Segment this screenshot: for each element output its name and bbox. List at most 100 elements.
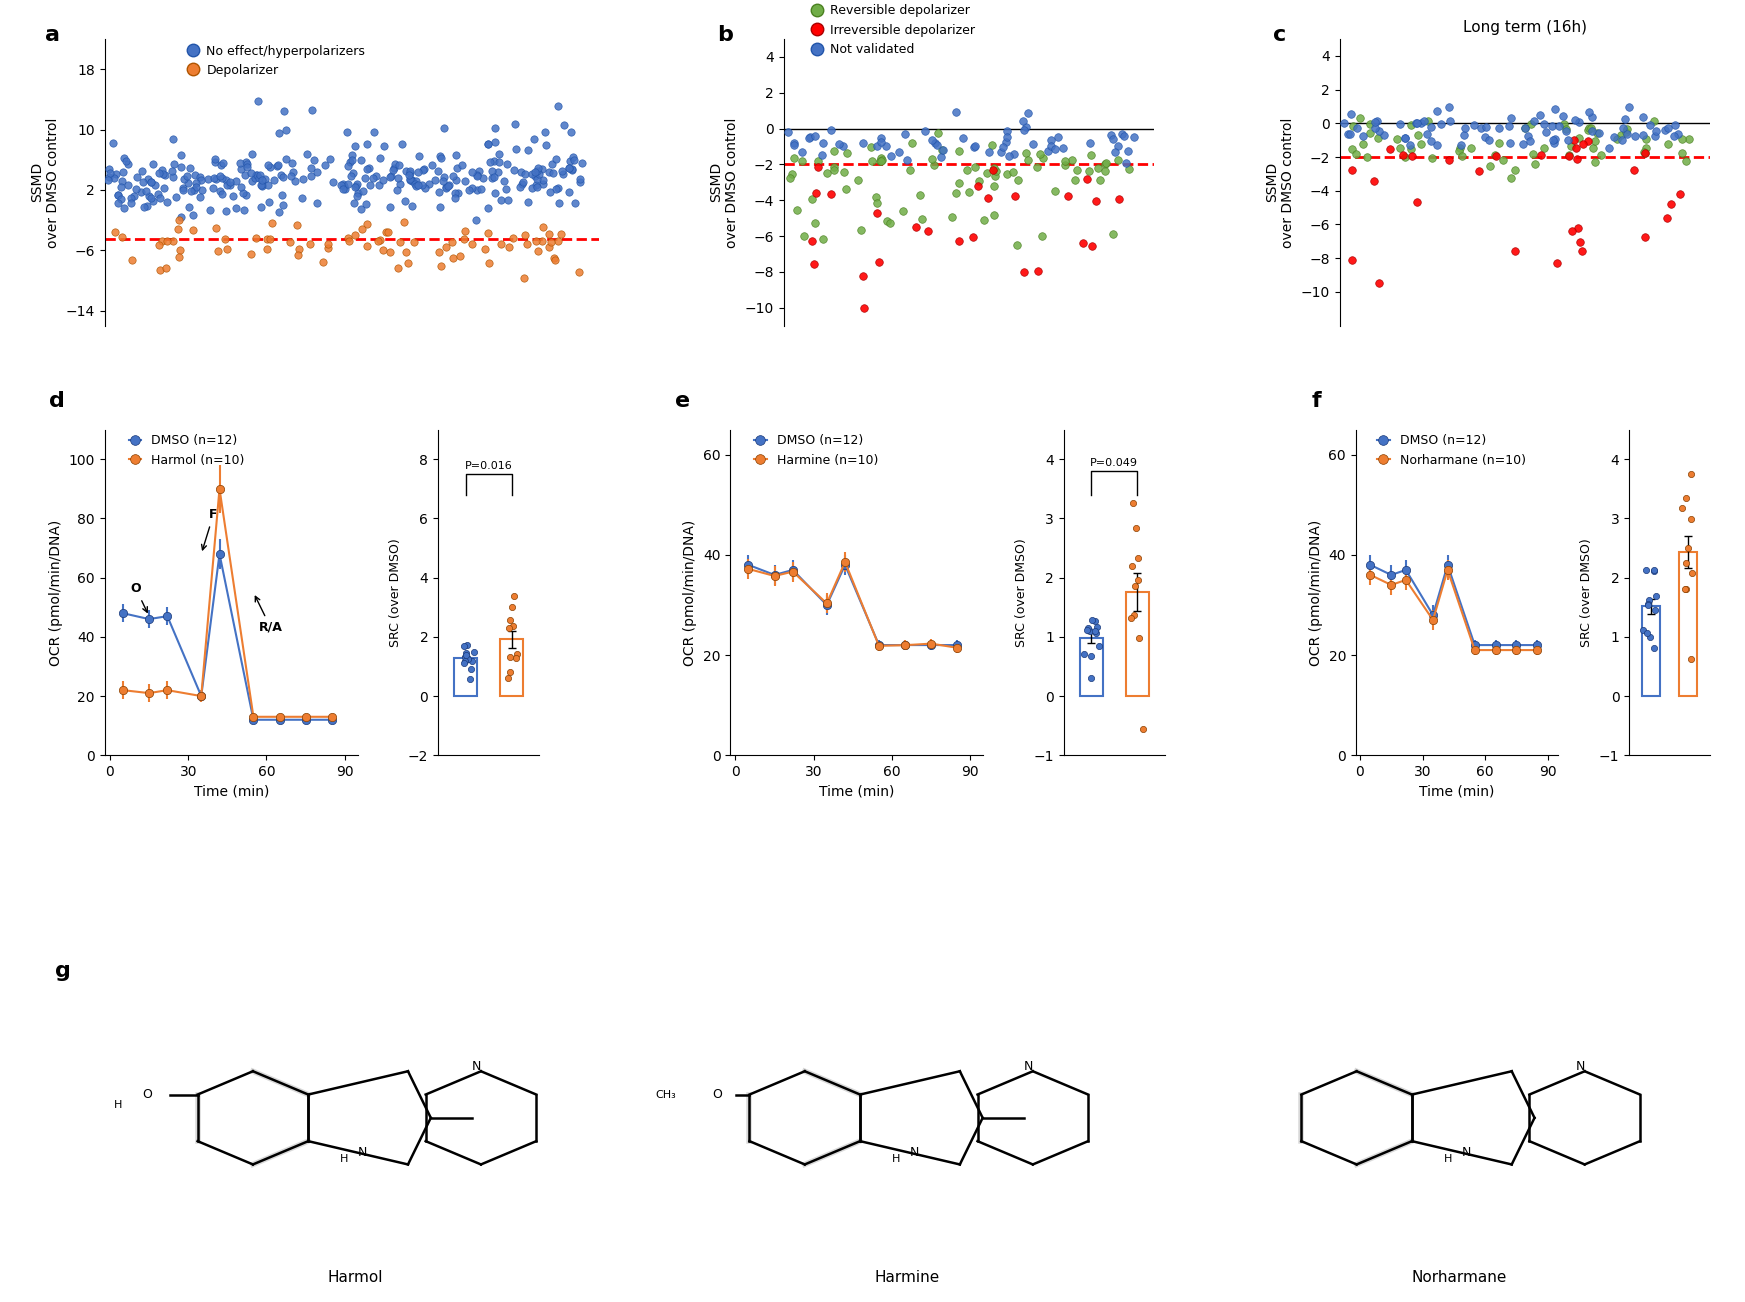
Point [372, 221, 400, 242]
Point [1642, 599, 1670, 620]
Text: O: O [131, 582, 147, 612]
Bar [1126, 592, 1148, 697]
Text: Harmol: Harmol [328, 1269, 384, 1285]
Point [1640, 111, 1668, 132]
Point [518, 177, 546, 198]
Point [433, 176, 461, 197]
Y-axis label: SRC (over DMSO): SRC (over DMSO) [1016, 538, 1028, 647]
Point [181, 177, 209, 198]
Point [1558, 221, 1586, 242]
Point [127, 160, 155, 181]
Point [237, 243, 265, 264]
Point [473, 223, 501, 243]
Text: N: N [1462, 1146, 1471, 1159]
Point [1640, 561, 1668, 582]
Point [993, 121, 1021, 142]
Point [113, 174, 141, 195]
Point [558, 159, 586, 180]
Point [529, 169, 557, 190]
Point [1108, 124, 1136, 145]
X-axis label: Time (min): Time (min) [818, 785, 895, 798]
Point [1525, 104, 1553, 125]
Point [391, 212, 419, 233]
Point [288, 187, 316, 208]
Point [885, 141, 913, 161]
Point [375, 197, 403, 217]
Point [117, 193, 145, 214]
Point [162, 186, 190, 207]
Point [1361, 112, 1389, 133]
Point [803, 182, 831, 203]
Point [965, 171, 993, 191]
Point [134, 168, 162, 189]
Point [1129, 719, 1157, 740]
Point [524, 160, 551, 181]
Point [352, 133, 380, 154]
Point [494, 668, 522, 689]
Point [1105, 189, 1133, 210]
Point [267, 164, 295, 185]
Point [127, 182, 155, 203]
Point [248, 169, 276, 190]
Point [1434, 96, 1462, 117]
Point [780, 147, 808, 168]
Point [370, 135, 398, 156]
Point [424, 182, 452, 203]
Point [159, 128, 187, 148]
Point [337, 151, 365, 172]
Point [1654, 117, 1682, 138]
Point [1672, 578, 1700, 599]
Point [1424, 134, 1452, 155]
Point [138, 172, 166, 193]
Point [977, 134, 1005, 155]
Point [946, 172, 974, 193]
Point [230, 199, 258, 220]
Point [347, 198, 375, 219]
Point [450, 650, 478, 671]
Point [557, 122, 585, 143]
Point [1003, 169, 1031, 190]
Point [145, 234, 173, 255]
Point [1553, 118, 1581, 139]
Point [110, 147, 138, 168]
Point [1677, 509, 1705, 530]
Point [328, 174, 356, 195]
Point [1054, 185, 1082, 206]
Point [1640, 638, 1668, 659]
Point [1363, 111, 1391, 132]
Point [539, 163, 567, 184]
Bar [454, 659, 476, 697]
Point [106, 176, 134, 197]
Point [143, 184, 171, 204]
Point [462, 164, 490, 185]
Point [133, 180, 161, 201]
Point [1659, 125, 1687, 146]
Point [1527, 145, 1555, 165]
Point [1501, 241, 1529, 262]
Point [441, 187, 469, 208]
Legend: Reversible depolarizer, Irreversible depolarizer, Not validated: Reversible depolarizer, Irreversible dep… [808, 0, 981, 61]
Point [243, 228, 270, 249]
Point [166, 247, 194, 268]
Point [234, 156, 262, 177]
Point [457, 650, 485, 671]
Point [942, 102, 970, 122]
Point [544, 230, 572, 251]
Y-axis label: OCR (pmol/min/DNA): OCR (pmol/min/DNA) [49, 519, 63, 665]
Point [970, 210, 998, 230]
Point [405, 146, 433, 167]
Point [1666, 184, 1694, 204]
Point [448, 155, 476, 176]
Point [482, 117, 510, 138]
Point [1604, 129, 1632, 150]
Point [443, 145, 471, 165]
Point [344, 173, 372, 194]
Point [817, 120, 845, 141]
Point [1037, 135, 1064, 156]
Point [1532, 122, 1560, 143]
Point [872, 211, 900, 232]
Point [1119, 493, 1146, 514]
Point [914, 220, 942, 241]
Point [159, 230, 187, 251]
Point [440, 247, 468, 268]
